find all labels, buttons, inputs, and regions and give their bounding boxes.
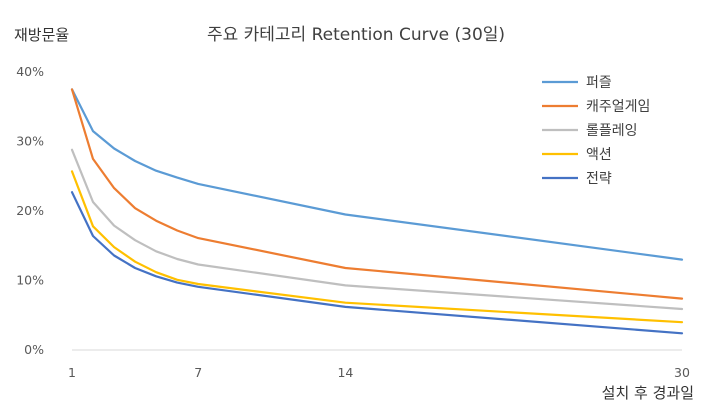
- series-line-액션: [70, 170, 684, 324]
- x-tick-label: 30: [674, 365, 690, 380]
- y-tick-label: 20%: [16, 203, 44, 218]
- series-line-전략: [70, 191, 684, 335]
- x-tick-labels: 1 7 14 30: [68, 365, 690, 380]
- legend-label: 롤플레잉: [586, 123, 638, 139]
- x-tick-label: 1: [68, 365, 76, 380]
- x-tick-label: 7: [194, 365, 202, 380]
- chart-title: 주요 카테고리 Retention Curve (30일): [207, 25, 505, 45]
- legend-label: 퍼즐: [586, 75, 612, 91]
- y-tick-labels: 0% 10% 20% 30% 40%: [16, 64, 44, 357]
- series-line-퍼즐: [70, 88, 684, 261]
- series-line-캐주얼게임: [70, 88, 684, 300]
- series-line-롤플레잉: [70, 148, 684, 311]
- x-axis-label: 설치 후 경과일: [602, 384, 694, 402]
- legend-label: 캐주얼게임: [586, 99, 650, 115]
- legend-label: 액션: [586, 147, 612, 163]
- y-axis-label: 재방문율: [14, 26, 69, 44]
- y-tick-label: 40%: [16, 64, 44, 79]
- x-tick-label: 14: [337, 365, 353, 380]
- y-tick-label: 30%: [16, 134, 44, 149]
- y-tick-label: 10%: [16, 273, 44, 288]
- legend-label: 전략: [586, 171, 612, 187]
- series-lines: [70, 88, 684, 335]
- y-tick-label: 0%: [24, 342, 44, 357]
